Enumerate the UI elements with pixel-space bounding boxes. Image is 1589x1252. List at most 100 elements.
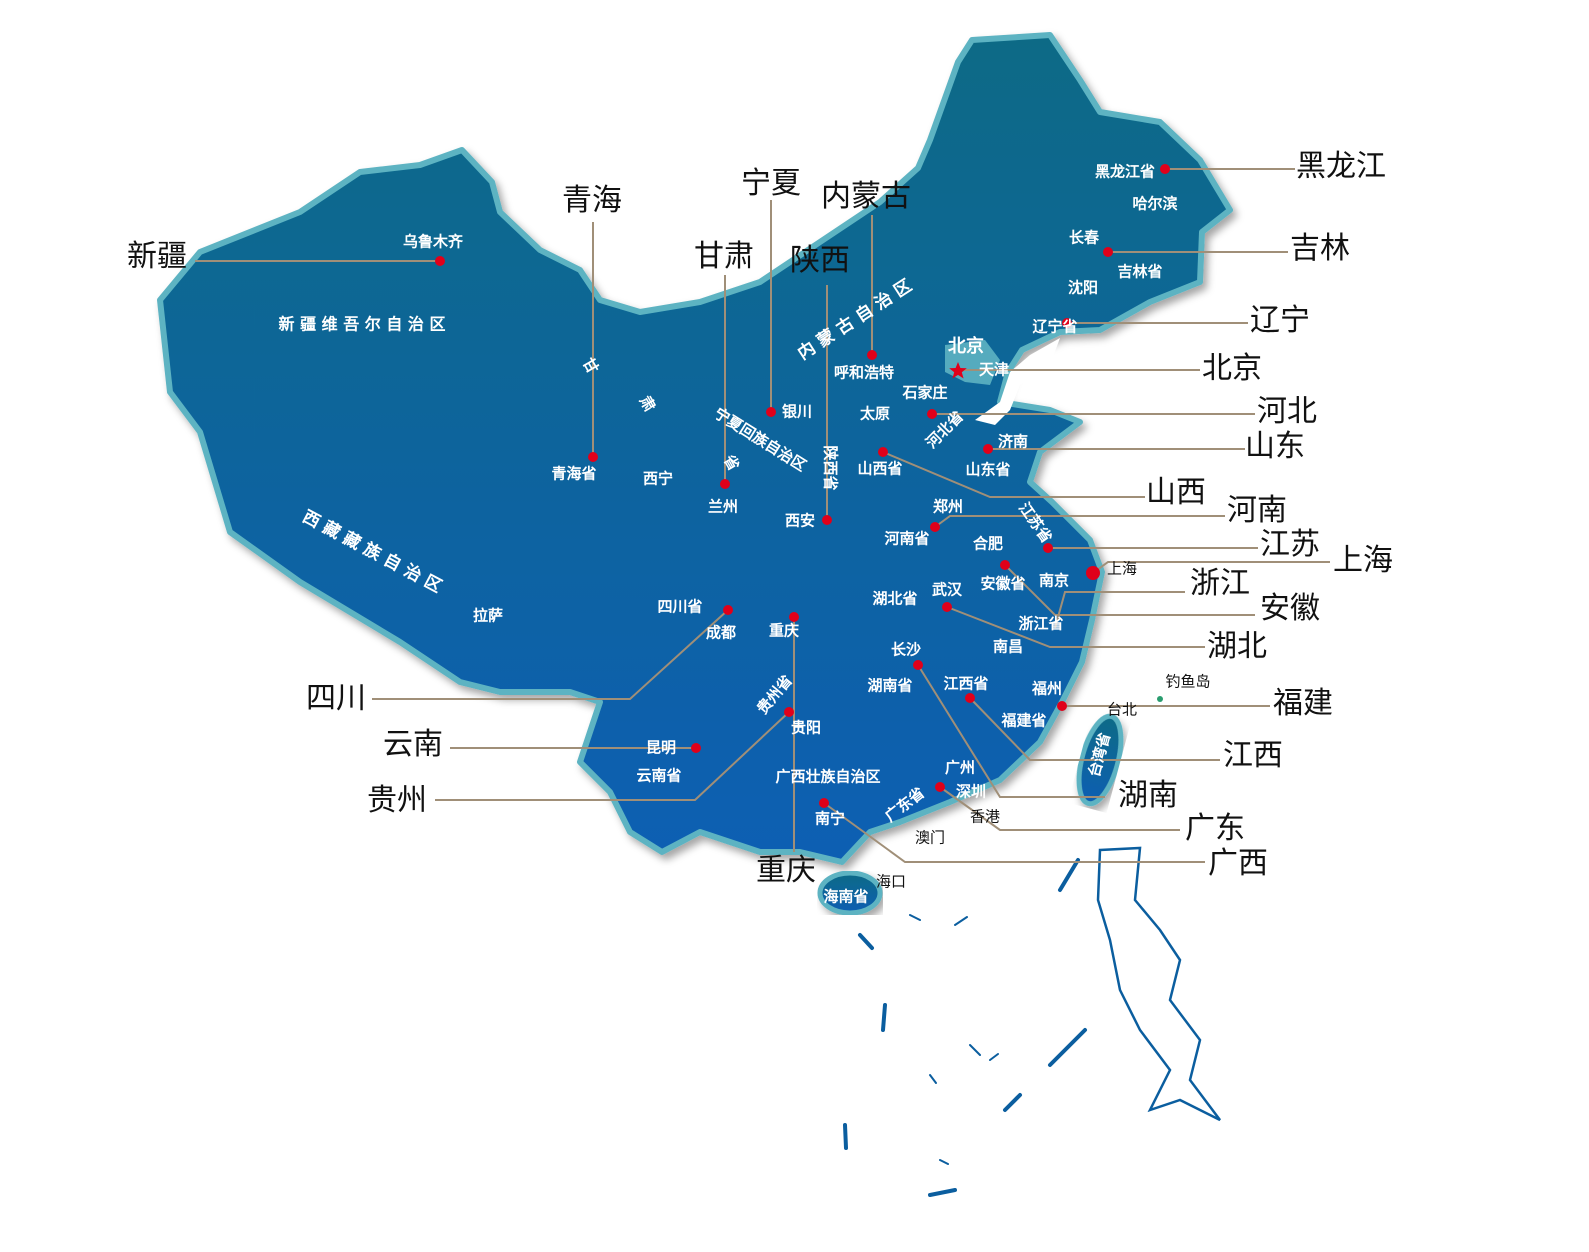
capital-dot	[822, 515, 832, 525]
province-label[interactable]: 福建	[1273, 686, 1333, 721]
province-label[interactable]: 陕西	[790, 243, 850, 278]
map-place-label: 长沙	[891, 641, 921, 659]
leader-line	[1004, 564, 1255, 616]
province-label[interactable]: 广西	[1208, 846, 1268, 881]
map-place-label: 湖北省	[872, 590, 917, 608]
diaoyu-island-dot	[1157, 696, 1163, 702]
province-label[interactable]: 山西	[1146, 475, 1206, 510]
map-place-label: 上海	[1107, 560, 1137, 578]
map-place-label: 省	[719, 451, 743, 474]
map-place-label: 石家庄	[901, 384, 947, 402]
map-place-label: 山西省	[857, 460, 902, 478]
province-label[interactable]: 贵州	[367, 783, 427, 818]
province-label[interactable]: 北京	[1202, 351, 1262, 386]
capital-dot	[766, 407, 776, 417]
capital-dot	[965, 693, 975, 703]
province-label[interactable]: 安徽	[1260, 591, 1320, 626]
province-label[interactable]: 上海	[1333, 543, 1393, 578]
capital-dot	[819, 798, 829, 808]
province-label[interactable]: 内蒙古	[821, 179, 911, 214]
capital-dot	[913, 660, 923, 670]
map-place-label: 浙江省	[1018, 615, 1063, 633]
province-label[interactable]: 河南	[1227, 493, 1287, 528]
map-place-label: 拉萨	[473, 607, 503, 625]
leader-line	[882, 451, 1145, 498]
map-place-label: 山东省	[965, 461, 1010, 479]
map-place-label: 广州	[945, 759, 975, 777]
map-place-label: 沈阳	[1068, 279, 1098, 297]
map-place-label: 澳门	[915, 829, 945, 847]
map-place-label: 北京	[948, 335, 984, 357]
province-label[interactable]: 重庆	[756, 853, 816, 888]
south-china-sea-islands	[843, 846, 1221, 1197]
province-label[interactable]: 浙江	[1190, 566, 1250, 601]
map-place-label: 湖南省	[867, 677, 912, 695]
map-place-label: 呼和浩特	[834, 364, 894, 382]
map-place-label: 太原	[860, 405, 890, 423]
province-label[interactable]: 湖北	[1207, 629, 1267, 664]
leader-line	[435, 711, 790, 801]
map-place-label: 海口	[876, 873, 906, 891]
capital-dot	[1103, 247, 1113, 257]
map-place-label: 武汉	[932, 581, 963, 599]
map-place-label: 青海省	[551, 465, 596, 483]
leader-line	[917, 664, 1105, 798]
map-place-label: 安徽省	[980, 575, 1025, 593]
capital-dot	[435, 256, 445, 266]
map-place-label: 深圳	[956, 783, 986, 801]
capital-dot	[588, 452, 598, 462]
province-label[interactable]: 云南	[383, 727, 443, 762]
map-place-label: 四川省	[657, 598, 702, 616]
province-label[interactable]: 辽宁	[1250, 303, 1310, 338]
map-place-label: 长春	[1069, 229, 1099, 247]
province-label[interactable]: 青海	[562, 183, 622, 218]
leader-line	[946, 606, 1205, 648]
map-place-label: 南昌	[993, 638, 1023, 656]
map-place-label: 福州	[1031, 680, 1062, 698]
province-label[interactable]: 江西	[1223, 738, 1283, 773]
map-place-label: 吉林省	[1117, 263, 1162, 281]
capital-dot	[723, 605, 733, 615]
capital-dot	[1057, 701, 1067, 711]
map-place-label: 西宁	[643, 470, 673, 488]
capital-dot	[927, 409, 937, 419]
province-label[interactable]: 四川	[306, 681, 366, 716]
map-place-label: 贵阳	[791, 719, 821, 737]
map-place-label: 香港	[970, 808, 1000, 826]
province-label[interactable]: 宁夏	[741, 166, 801, 201]
beijing-capital-star-icon	[949, 362, 967, 379]
leader-line	[969, 697, 1220, 761]
leader-line	[939, 786, 1180, 831]
province-label[interactable]: 山东	[1245, 429, 1305, 464]
province-label[interactable]: 河北	[1257, 394, 1317, 429]
province-label[interactable]: 甘肃	[694, 239, 754, 274]
map-place-label: 辽宁省	[1032, 318, 1077, 336]
province-label[interactable]: 江苏	[1260, 527, 1320, 562]
capital-dot	[1086, 566, 1100, 580]
province-label[interactable]: 广东	[1185, 811, 1245, 846]
capital-dot	[784, 707, 794, 717]
map-place-label: 天津	[979, 361, 1009, 379]
leader-line	[372, 609, 729, 700]
map-place-label: 昆明	[646, 739, 676, 757]
capital-dot	[935, 782, 945, 792]
capital-dot	[691, 743, 701, 753]
map-place-label: 兰州	[708, 498, 738, 516]
map-place-label: 南宁	[815, 810, 845, 828]
capital-dot	[720, 479, 730, 489]
map-place-label: 成都	[706, 624, 736, 642]
map-place-label: 海南省	[823, 888, 868, 906]
map-place-label: 江西省	[943, 675, 988, 693]
map-place-label: 南京	[1039, 572, 1069, 590]
map-place-label: 广西壮族自治区	[775, 768, 880, 786]
capital-dot	[983, 444, 993, 454]
province-label[interactable]: 湖南	[1118, 778, 1178, 813]
capital-dot	[878, 447, 888, 457]
map-place-label: 新 疆 维 吾 尔 自 治 区	[279, 315, 446, 334]
capital-dot	[942, 602, 952, 612]
province-label[interactable]: 新疆	[127, 239, 187, 274]
province-label[interactable]: 吉林	[1290, 231, 1350, 266]
province-label[interactable]: 黑龙江	[1296, 149, 1386, 184]
